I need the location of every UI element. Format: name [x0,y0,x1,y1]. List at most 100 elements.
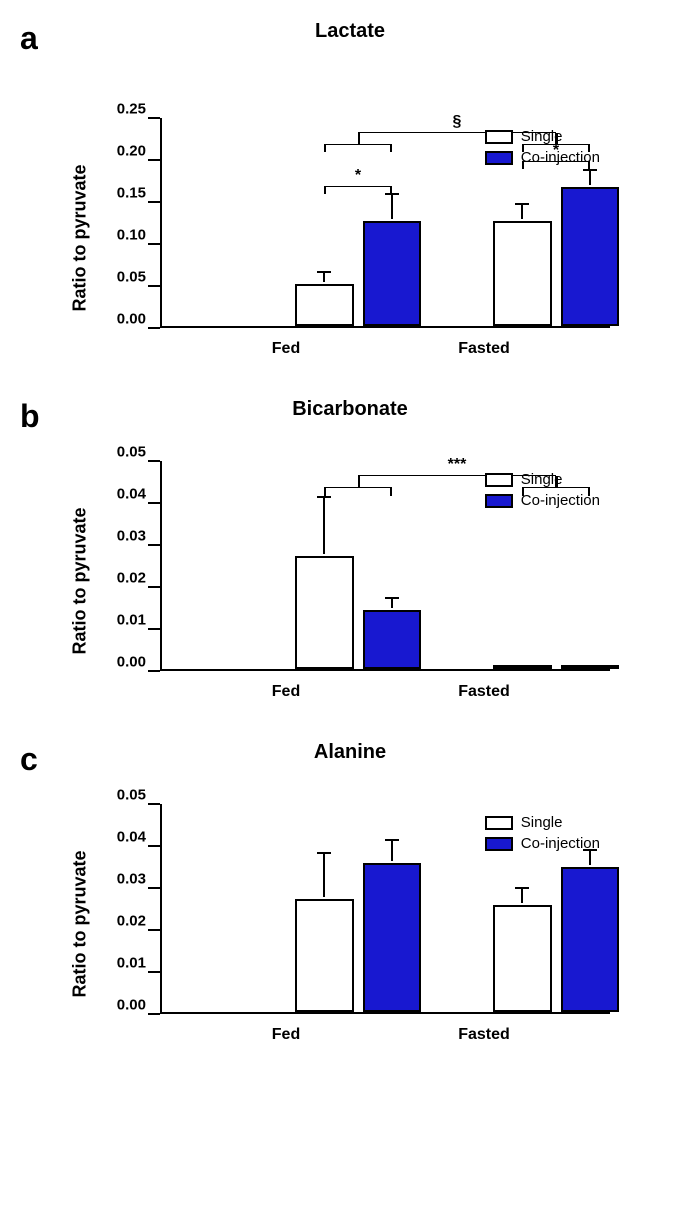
bar-fed-single [295,899,354,1012]
legend-item: Co-injection [485,492,600,509]
bar-fed-single [295,556,354,669]
error-cap [317,271,331,273]
chart-title: Bicarbonate [90,398,610,421]
y-tick [148,502,160,504]
y-tick-label: 0.03 [117,528,146,545]
chart-area: Ratio to pyruvate0.000.010.020.030.040.0… [90,804,610,1044]
error-cap [385,839,399,841]
legend-swatch [485,151,513,165]
y-tick-label: 0.15 [117,185,146,202]
legend-swatch [485,837,513,851]
error-bar [391,598,393,609]
bar-fasted-co-injection [561,665,620,669]
x-tick-label: Fed [272,340,300,358]
error-bar [589,170,591,185]
legend: Single Co-injection [485,128,600,170]
legend: Single Co-injection [485,471,600,513]
legend-item: Single [485,814,600,831]
chart-wrap: AlanineRatio to pyruvate0.000.010.020.03… [90,741,610,1044]
x-tick-label: Fasted [458,683,510,701]
bar-fed-single [295,284,354,326]
panel-b: b Bicarbonate Ratio to pyruvate 0.00 0.01 0.0… [20,398,655,701]
y-tick [148,285,160,287]
y-tick [148,1013,160,1015]
panel-letter: c [20,741,38,778]
chart-area: Ratio to pyruvate0.000.010.020.030.040.0… [90,461,610,701]
chart-area: Ratio to pyruvate0.000.050.100.150.200.2… [90,118,610,358]
error-cap [317,852,331,854]
error-bar [323,272,325,282]
y-tick-label: 0.01 [117,612,146,629]
y-tick-label: 0.01 [117,955,146,972]
y-tick [148,628,160,630]
y-tick-label: 0.04 [117,829,146,846]
panel-c: c Alanine Ratio to pyruvate 0.00 0.01 0.02 0.0… [20,741,655,1044]
chart-wrap: BicarbonateRatio to pyruvate0.000.010.02… [90,398,610,701]
y-tick [148,460,160,462]
sig-label: * [355,167,361,185]
y-tick-label: 0.00 [117,311,146,328]
error-cap [317,496,331,498]
legend-label: Co-injection [521,492,600,509]
bar-fasted-co-injection [561,187,620,326]
chart-title: Alanine [90,741,610,764]
y-tick [148,544,160,546]
sig-label: *** [448,456,467,474]
error-bar [323,497,325,554]
sig-label: § [453,113,462,131]
legend-label: Single [521,128,563,145]
legend-label: Co-injection [521,149,600,166]
y-tick [148,803,160,805]
panel-letter: b [20,398,40,435]
plot-area: ***SingleCo-injection [160,461,610,671]
legend-swatch [485,494,513,508]
y-tick-label: 0.05 [117,787,146,804]
y-tick-label: 0.25 [117,101,146,118]
legend: Single Co-injection [485,814,600,856]
y-tick-label: 0.05 [117,444,146,461]
error-bar [391,194,393,219]
y-tick [148,845,160,847]
bar-fasted-single [493,221,552,326]
error-bar [323,853,325,897]
y-tick-label: 0.00 [117,654,146,671]
error-cap [515,203,529,205]
y-tick-label: 0.10 [117,227,146,244]
sig-bracket [324,186,392,187]
y-tick [148,586,160,588]
y-tick-label: 0.03 [117,871,146,888]
bar-fasted-co-injection [561,867,620,1012]
legend-item: Co-injection [485,835,600,852]
y-tick [148,327,160,329]
x-tick-label: Fasted [458,340,510,358]
error-cap [515,887,529,889]
x-tick-label: Fed [272,1026,300,1044]
error-cap [385,193,399,195]
error-bar [521,204,523,219]
bar-fed-co-injection [363,610,422,669]
y-tick [148,243,160,245]
legend-item: Single [485,128,600,145]
y-axis-label: Ratio to pyruvate [70,850,91,997]
chart-wrap: LactateRatio to pyruvate0.000.050.100.15… [90,20,610,358]
y-tick-label: 0.05 [117,269,146,286]
y-tick [148,117,160,119]
x-tick-label: Fed [272,683,300,701]
y-tick [148,159,160,161]
y-axis-label: Ratio to pyruvate [70,507,91,654]
y-tick [148,670,160,672]
y-tick-label: 0.20 [117,143,146,160]
error-cap [385,597,399,599]
panel-letter: a [20,20,38,57]
y-tick [148,201,160,203]
bar-fed-co-injection [363,863,422,1012]
y-tick-label: 0.00 [117,997,146,1014]
x-tick-label: Fasted [458,1026,510,1044]
legend-label: Co-injection [521,835,600,852]
y-tick [148,929,160,931]
plot-area: Single Co-injection [160,804,610,1014]
legend-item: Single [485,471,600,488]
bar-fasted-single [493,665,552,669]
y-tick-label: 0.02 [117,570,146,587]
y-tick-label: 0.02 [117,913,146,930]
